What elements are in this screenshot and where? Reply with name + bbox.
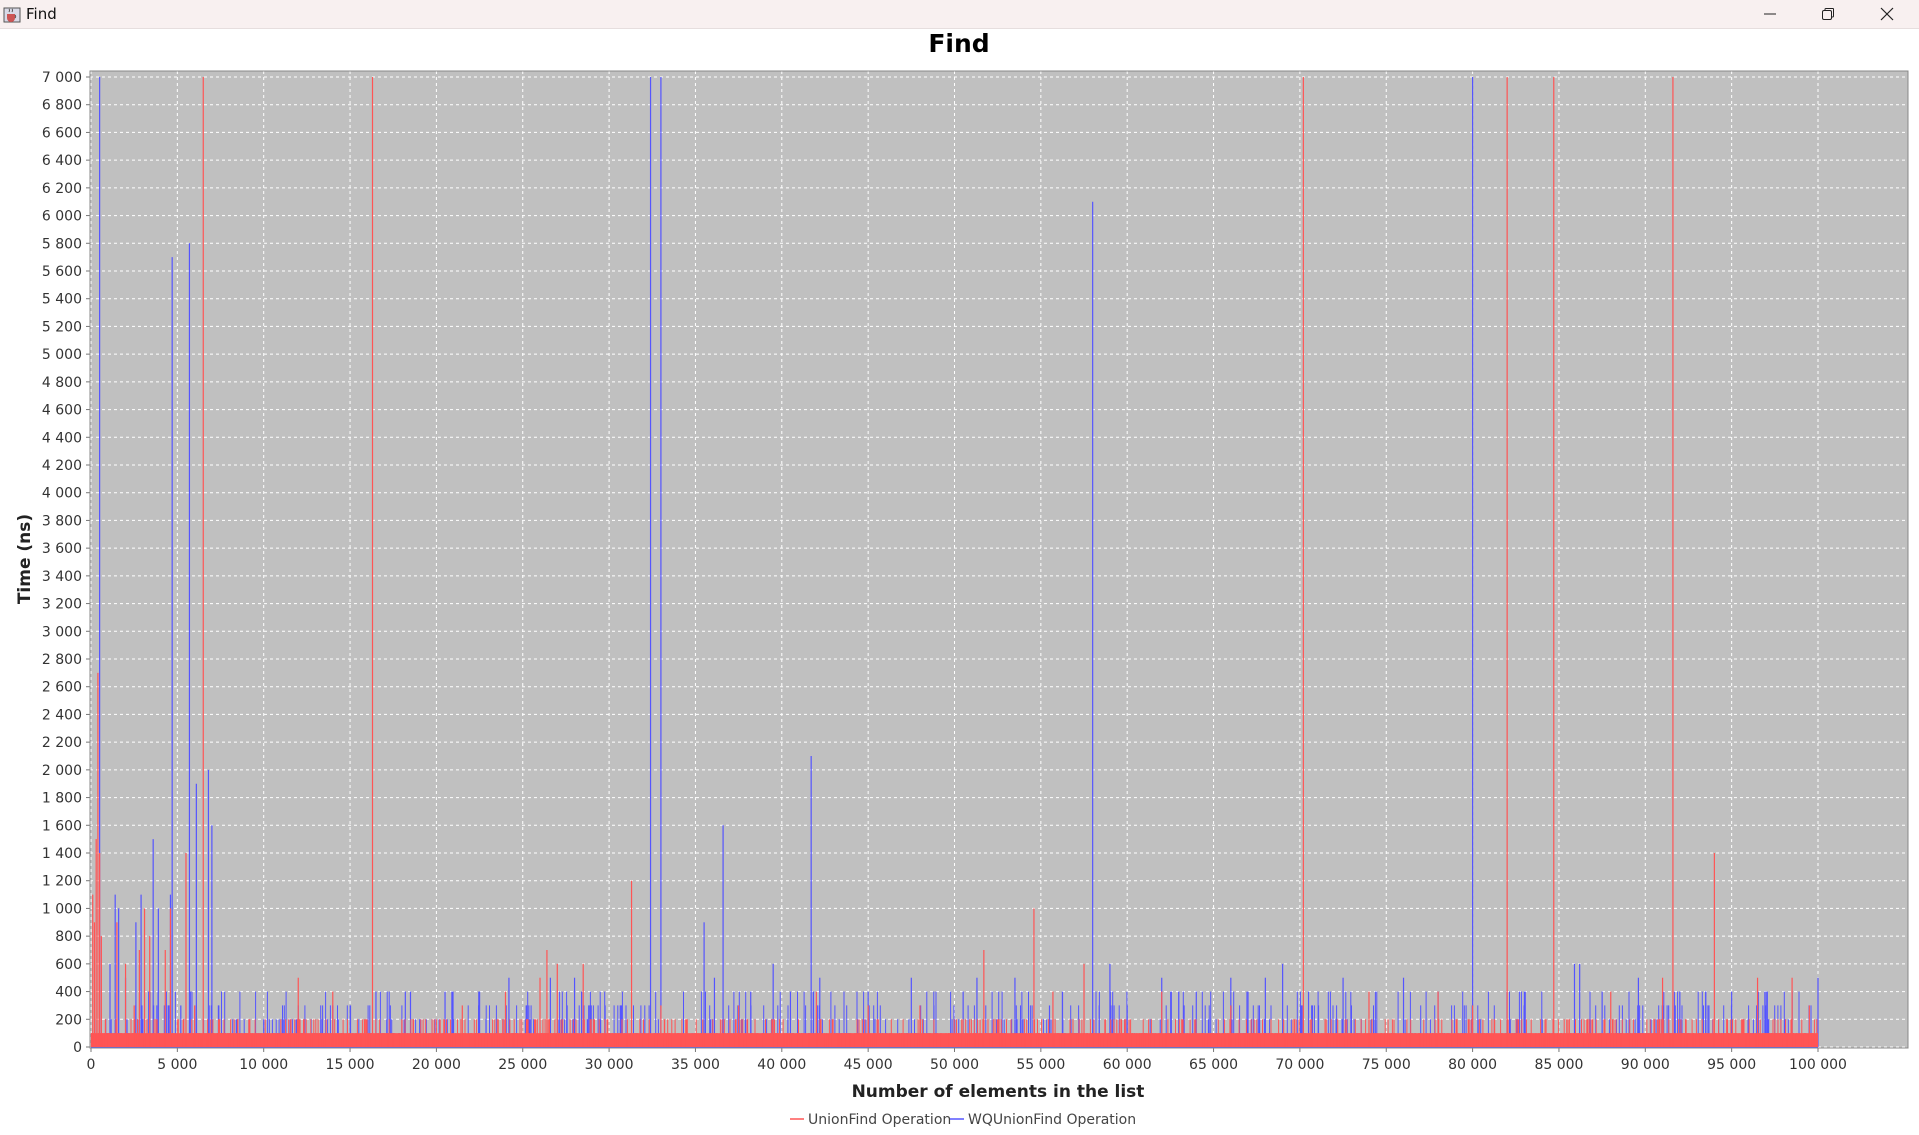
x-tick-label: 85 000 <box>1534 1057 1583 1073</box>
restore-icon <box>1822 7 1834 20</box>
y-tick-label: 200 <box>55 1012 82 1028</box>
y-tick-label: 600 <box>55 957 82 973</box>
y-tick-label: 4 600 <box>42 403 82 419</box>
plot-border <box>89 70 1909 1049</box>
x-tick-label: 65 000 <box>1189 1057 1238 1073</box>
y-tick-label: 1 600 <box>42 818 82 834</box>
x-tick-label: 95 000 <box>1707 1057 1756 1073</box>
y-tick-label: 6 200 <box>42 181 82 197</box>
wq-union-find-legend-label: WQUnionFind Operation <box>968 1112 1136 1128</box>
y-tick-label: 3 800 <box>42 513 82 529</box>
y-tick-label: 3 000 <box>42 624 82 640</box>
legend: UnionFind Operation WQUnionFind Operation <box>790 1112 1136 1128</box>
y-tick-label: 4 800 <box>42 375 82 391</box>
x-tick-label: 70 000 <box>1275 1057 1324 1073</box>
y-tick-label: 1 800 <box>42 791 82 807</box>
y-tick-label: 5 200 <box>42 319 82 335</box>
y-tick-label: 2 400 <box>42 707 82 723</box>
y-tick-label: 800 <box>55 929 82 945</box>
x-tick-label: 35 000 <box>671 1057 720 1073</box>
x-axis-label: Number of elements in the list <box>852 1082 1145 1102</box>
x-tick-label: 100 000 <box>1789 1057 1847 1073</box>
y-tick-label: 1 200 <box>42 874 82 890</box>
x-tick-label: 90 000 <box>1621 1057 1670 1073</box>
y-tick-label: 0 <box>73 1040 82 1056</box>
union-find-series <box>90 77 1819 1047</box>
y-tick-label: 3 400 <box>42 569 82 585</box>
y-tick-label: 5 600 <box>42 264 82 280</box>
y-tick-label: 4 400 <box>42 430 82 446</box>
y-axis-label: Time (ns) <box>15 514 35 604</box>
x-tick-label: 40 000 <box>757 1057 806 1073</box>
window-titlebar: Find <box>0 0 1919 29</box>
grid-lines <box>90 71 1908 1048</box>
union-find-legend-label: UnionFind Operation <box>808 1112 951 1128</box>
axes: 0 200 400 600 800 1 000 1 200 1 400 1 600 1 800 2 … <box>42 70 1909 1073</box>
close-button[interactable] <box>1858 0 1916 28</box>
y-tick-label: 1 000 <box>42 901 82 917</box>
x-tick-label: 20 000 <box>412 1057 461 1073</box>
x-tick-label: 15 000 <box>326 1057 375 1073</box>
window-title: Find <box>26 5 57 23</box>
restore-button[interactable] <box>1799 0 1857 28</box>
y-tick-label: 7 000 <box>42 70 82 86</box>
minimize-button[interactable] <box>1741 0 1799 28</box>
chart: Find 0 200 400 600 800 1 000 1 200 1 400 1 600 1 … <box>15 29 1909 1128</box>
y-tick-label: 3 600 <box>42 541 82 557</box>
x-tick-label: 30 000 <box>585 1057 634 1073</box>
y-tick-label: 6 400 <box>42 153 82 169</box>
y-tick-label: 4 200 <box>42 458 82 474</box>
x-tick-label: 55 000 <box>1016 1057 1065 1073</box>
x-tick-label: 25 000 <box>498 1057 547 1073</box>
y-tick-label: 5 800 <box>42 236 82 252</box>
chart-title: Find <box>928 29 989 58</box>
x-tick-label: 45 000 <box>844 1057 893 1073</box>
java-cup-icon <box>3 7 21 23</box>
plot-area <box>90 71 1908 1048</box>
y-tick-label: 6 600 <box>42 125 82 141</box>
x-tick-label: 50 000 <box>930 1057 979 1073</box>
x-tick-label: 60 000 <box>1103 1057 1152 1073</box>
x-tick-label: 10 000 <box>239 1057 288 1073</box>
x-tick-label: 80 000 <box>1448 1057 1497 1073</box>
y-tick-label: 5 000 <box>42 347 82 363</box>
close-icon <box>1880 7 1894 21</box>
y-tick-label: 1 400 <box>42 846 82 862</box>
minimize-icon <box>1764 13 1776 15</box>
y-tick-label: 2 200 <box>42 735 82 751</box>
y-tick-label: 400 <box>55 985 82 1001</box>
x-tick-label: 75 000 <box>1362 1057 1411 1073</box>
series-layer <box>90 77 1819 1048</box>
y-tick-label: 2 600 <box>42 680 82 696</box>
y-tick-label: 6 800 <box>42 98 82 114</box>
x-tick-label: 0 <box>87 1057 96 1073</box>
y-tick-label: 3 200 <box>42 597 82 613</box>
y-tick-label: 2 800 <box>42 652 82 668</box>
x-tick-label: 5 000 <box>157 1057 197 1073</box>
y-tick-label: 2 000 <box>42 763 82 779</box>
union-find-noise <box>90 1019 1819 1047</box>
y-tick-label: 5 400 <box>42 292 82 308</box>
y-tick-label: 6 000 <box>42 209 82 225</box>
y-tick-label: 4 000 <box>42 486 82 502</box>
